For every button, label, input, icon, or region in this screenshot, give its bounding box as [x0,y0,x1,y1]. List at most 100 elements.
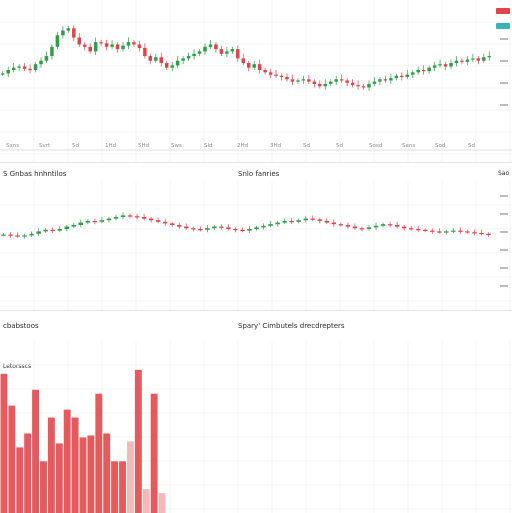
chart-1-candle [449,63,453,67]
chart-2-candle [191,228,196,230]
chart-1-candle [143,47,147,57]
chart-2-candle [401,226,407,229]
x-tick-label: 2Hd [237,143,248,149]
chart-2-candle [437,231,442,233]
chart-1-candle [88,46,92,52]
chart-3-title: Spary' Cimbutels drecdrepters [238,322,345,330]
candlestick-chart-2 [0,181,512,311]
y-tick-label [500,38,508,40]
chart-2-candle [148,218,154,221]
chart-1-candle [55,35,60,47]
chart-1-candle [345,80,349,83]
chart-1-candle [410,72,415,75]
chart-1-candle [383,79,388,81]
x-tick-label: Sd [303,143,310,149]
y-tick-label [500,195,508,197]
chart-1-candle [356,85,360,87]
bar [142,489,150,513]
chart-panel-1: Sxns Svrt 5d 1Hd 5Hd Sws Sld 2Hd 3Hd Sd 5d Sosd Sans… [0,0,512,162]
chart-2-candle [352,226,358,229]
x-tick-label: 5Hd [138,143,149,149]
chart-1-candle [405,74,410,77]
chart-2-right-label: Sao [498,170,510,177]
chart-2-candle [486,233,491,235]
chart-1-candle [361,86,366,88]
chart-1-candle [334,79,338,82]
chart-1-candle [104,43,109,47]
chart-1-candle [159,57,164,64]
chart-2-candle [317,219,323,221]
bar [95,393,103,513]
bar [79,437,87,513]
chart-2-candle [8,234,13,236]
chart-2-candle [92,221,98,223]
chart-1-candle [372,81,377,84]
chart-2-candle [50,229,55,231]
chart-1-candle [66,28,71,31]
x-tick-label: Sld [204,143,213,149]
chart-1-candle [148,56,153,61]
x-tick-label: 1Hd [105,143,116,149]
bar [16,447,24,513]
bar [24,433,32,513]
chart-1-candle [241,58,246,64]
chart-2-candle [465,231,470,233]
chart-2-title: Snlo fanries [238,170,280,178]
chart-panel-3: cbabstoos Spary' Cimbutels drecdrepters … [0,310,512,513]
chart-1-candle [186,56,191,59]
chart-2-candle [275,222,280,225]
chart-1-candle [164,63,169,68]
chart-1-candle [427,67,431,72]
bar [126,441,134,513]
chart-2-candle [71,225,77,227]
bar [32,389,40,513]
bar [103,433,111,513]
bar [8,405,16,513]
chart-1-candle [421,70,426,72]
chart-2-candle [85,221,91,223]
chart-1-candle [328,81,333,84]
chart-1-candle [307,79,311,82]
bar [0,373,8,513]
x-tick-label: Sosd [369,143,382,149]
chart-2-candle [127,215,133,217]
chart-1-candle [290,79,295,82]
chart-2-candle [268,224,273,226]
chart-1-candle [214,44,218,50]
chart-2-candle [22,235,27,237]
chart-2-candle [430,230,435,232]
chart-1-candle [465,59,470,62]
chart-2-candle [64,226,70,229]
chart-1-candle [0,73,5,75]
chart-panel-2: S Gnbas hnhntilos Snlo fanries Sao [0,162,512,311]
x-tick-label: Sans [402,143,415,149]
chart-3-left-label: cbabstoos [3,322,39,330]
chart-1-candle [203,46,207,52]
chart-1-candle [416,70,420,73]
chart-1-candle [312,81,317,84]
chart-1-candle [44,56,49,61]
chart-1-candle [432,65,437,68]
chart-1-candle [285,76,289,80]
chart-2-candle [113,217,119,219]
chart-2-candle [198,229,203,231]
chart-2-candle [43,229,48,232]
bar [158,493,166,513]
chart-1-candle [22,66,27,69]
candlestick-chart-1: Sxns Svrt 5d 1Hd 5Hd Sws Sld 2Hd 3Hd Sd 5d Sosd Sans… [0,0,512,162]
chart-1-candle [192,53,196,57]
chart-2-candle [359,228,365,230]
chart-1-candle [236,49,240,59]
bar [40,461,47,513]
bar [47,417,55,513]
chart-2-candle [345,225,351,227]
chart-2-candle [15,235,20,237]
chart-3-inner-label: Letorsscs [3,363,32,370]
chart-2-candle [408,228,414,230]
chart-1-candle [208,44,213,47]
bar [134,369,142,513]
chart-1-candle [323,83,328,87]
chart-2-candle [282,221,287,223]
chart-1-candle [471,58,475,60]
chart-1-candle [296,80,300,82]
